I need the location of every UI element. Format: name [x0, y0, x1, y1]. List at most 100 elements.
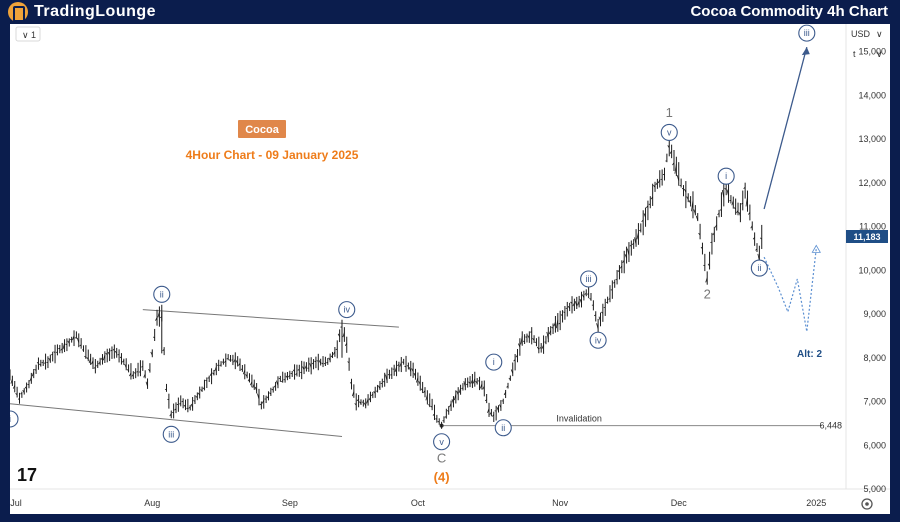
price-bar-open	[304, 365, 307, 369]
price-bar-open	[150, 351, 153, 356]
price-bar-open	[167, 398, 170, 401]
interval-label[interactable]: 1	[31, 30, 36, 40]
price-bar-open	[743, 186, 746, 189]
interval-box[interactable]	[15, 26, 41, 42]
price-bar-open	[174, 408, 177, 411]
y-tick-label: 9,000	[863, 309, 886, 319]
price-bar-open	[378, 385, 381, 389]
price-bar-open	[238, 362, 241, 366]
price-bar-open	[750, 225, 753, 229]
price-bar-open	[416, 377, 419, 383]
price-bar-open	[129, 372, 132, 377]
price-bar-open	[242, 370, 246, 375]
price-bar-open	[546, 331, 549, 340]
chevron-down-icon[interactable]: ∨	[876, 49, 883, 59]
price-bar-open	[133, 372, 136, 374]
price-bar-open	[451, 399, 454, 404]
price-bar-open	[458, 388, 461, 394]
interval-selector[interactable]: ∨ 1	[15, 26, 41, 42]
price-bar-open	[297, 368, 300, 371]
price-chart[interactable]: ∨ 1 USD ∨ t ∨ 5,000 6,000 7,000 8,000 9,000 1…	[10, 24, 890, 514]
price-bar-open	[527, 335, 530, 339]
alt-projection	[763, 248, 817, 332]
chart-area[interactable]: ∨ 1 USD ∨ t ∨ 5,000 6,000 7,000 8,000 9,000 1…	[10, 24, 890, 514]
price-bar-open	[269, 392, 272, 395]
price-bar-open	[594, 314, 596, 317]
price-bar-open	[404, 365, 407, 368]
price-bar-open	[574, 301, 578, 307]
price-bar-open	[72, 335, 75, 341]
price-bar-open	[302, 366, 305, 370]
x-tick-label: Sep	[282, 498, 298, 508]
y-tick-label: 13,000	[858, 134, 886, 144]
price-bar-open	[29, 377, 32, 382]
price-bar-open	[586, 293, 589, 295]
price-bar-open	[394, 366, 397, 372]
price-bar-open	[748, 212, 751, 215]
price-bar-open	[292, 369, 295, 372]
price-bar-open	[657, 179, 661, 184]
price-bar-open	[449, 403, 452, 408]
price-bar-open	[683, 188, 687, 193]
price-bar-open	[463, 381, 466, 388]
price-bar-open	[259, 403, 262, 406]
price-bar-open	[311, 362, 314, 365]
price-bar-open	[482, 385, 485, 390]
price-bar-open	[729, 199, 732, 202]
x-tick-label: Dec	[671, 498, 688, 508]
price-bar-open	[169, 413, 172, 417]
x-tick-label: 2025	[806, 498, 826, 508]
page-title: Cocoa Commodity 4h Chart	[690, 3, 888, 20]
wave-label-text: i	[10, 414, 11, 424]
price-bar-open	[141, 366, 143, 368]
price-bar-open	[446, 410, 449, 412]
logo-mark-icon	[8, 2, 28, 22]
price-bar-open	[724, 187, 727, 190]
price-bar-open	[326, 361, 328, 364]
price-bar-open	[700, 246, 703, 249]
wave-label-circle	[153, 285, 171, 303]
price-bar-open	[102, 355, 106, 361]
price-bar-open	[698, 232, 701, 236]
settings-gear-icon[interactable]	[861, 498, 873, 510]
wave-label-circle	[798, 24, 816, 42]
price-bar-open	[51, 353, 53, 356]
price-bar-open	[705, 277, 708, 283]
price-bar-open	[432, 413, 435, 416]
price-bar-open	[328, 357, 331, 361]
price-bar-open	[408, 367, 412, 372]
logo-text: TradingLounge	[34, 3, 157, 20]
price-bar-open	[693, 209, 696, 214]
price-bar-open	[371, 393, 374, 396]
chevron-down-icon[interactable]: ∨	[22, 30, 29, 40]
wave-degree-label: 2	[704, 286, 711, 301]
wave-label-text: v	[667, 127, 672, 137]
price-bar-open	[672, 162, 675, 166]
price-bar-open	[710, 241, 713, 243]
price-bar-open	[636, 232, 639, 240]
currency-label[interactable]: USD	[851, 29, 871, 39]
price-bar-open	[741, 202, 744, 205]
scale-mode-label[interactable]: t	[853, 49, 856, 59]
price-bar-open	[475, 380, 478, 384]
x-tick-label: Aug	[144, 498, 160, 508]
wave-label-text: ii	[501, 423, 505, 433]
price-bar-open	[91, 360, 94, 365]
x-tick-label: Oct	[411, 498, 426, 508]
instrument-badge-label: Cocoa	[245, 124, 280, 136]
wave-label-circle	[717, 167, 735, 185]
price-bar-open	[209, 372, 212, 376]
price-bar-open	[363, 402, 367, 407]
price-bar-open	[152, 336, 155, 339]
price-bar-open	[461, 387, 464, 389]
price-bar-open	[233, 358, 236, 363]
price-bar-open	[183, 404, 186, 408]
wave-degree-label: C	[437, 450, 446, 465]
price-bar-open	[114, 350, 118, 354]
price-bar-open	[660, 178, 663, 181]
price-bar-open	[276, 380, 279, 386]
price-bar-open	[650, 196, 653, 200]
price-bar-open	[539, 346, 542, 349]
chevron-down-icon[interactable]: ∨	[876, 29, 883, 39]
instrument-badge	[238, 120, 286, 138]
